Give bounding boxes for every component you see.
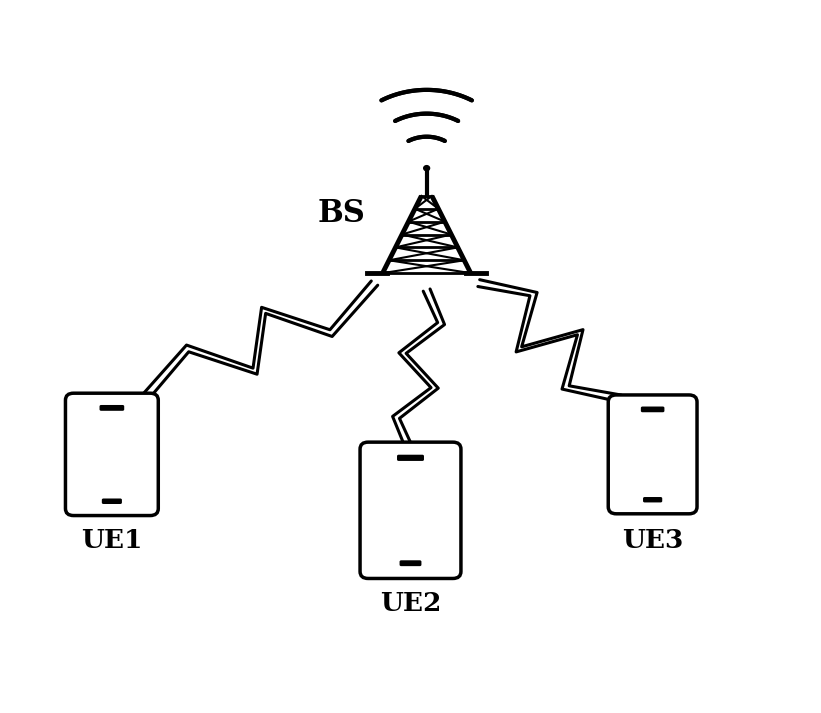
FancyBboxPatch shape: [99, 405, 124, 411]
FancyBboxPatch shape: [397, 455, 424, 461]
FancyBboxPatch shape: [400, 560, 421, 566]
Text: BS: BS: [318, 198, 366, 229]
Circle shape: [424, 165, 429, 170]
FancyBboxPatch shape: [641, 406, 664, 412]
FancyBboxPatch shape: [608, 395, 697, 514]
FancyBboxPatch shape: [360, 442, 461, 578]
Text: UE3: UE3: [622, 528, 683, 553]
FancyBboxPatch shape: [66, 393, 158, 515]
Text: UE1: UE1: [81, 528, 143, 553]
FancyBboxPatch shape: [643, 497, 663, 503]
Text: UE2: UE2: [380, 590, 441, 616]
FancyBboxPatch shape: [102, 498, 122, 504]
